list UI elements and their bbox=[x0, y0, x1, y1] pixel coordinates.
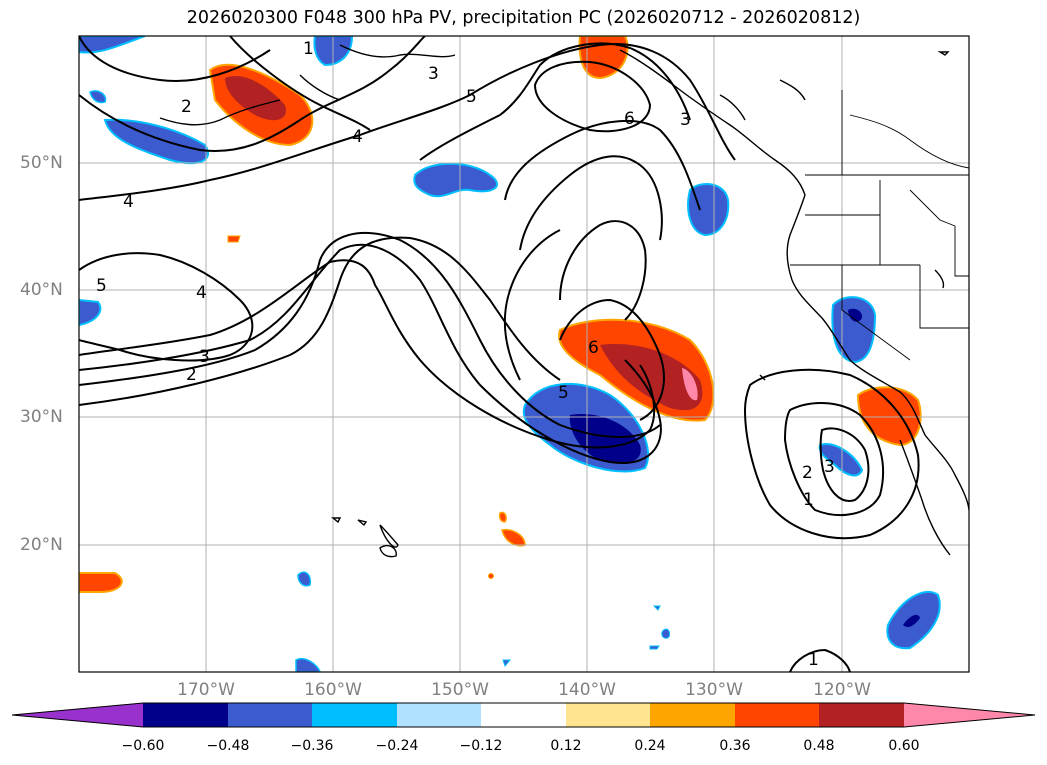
map-frame bbox=[78, 35, 970, 673]
lat-label-20n: 20°N bbox=[20, 535, 63, 555]
colorbar-tick-label: 0.60 bbox=[888, 738, 920, 754]
lon-label-130w: 130°W bbox=[685, 680, 743, 700]
contour-labels: 2 4 5 4 3 2 1 3 5 6 3 4 6 5 2 3 1 1 bbox=[96, 39, 835, 670]
contour-label: 1 bbox=[303, 39, 314, 59]
colorbar-tick-label: −0.24 bbox=[375, 738, 419, 754]
lat-label-50n: 50°N bbox=[20, 153, 63, 173]
colorbar bbox=[11, 702, 1036, 728]
colorbar-tick-label: −0.12 bbox=[459, 738, 503, 754]
pv-contours bbox=[79, 36, 920, 672]
contour-label: 3 bbox=[680, 110, 691, 130]
colorbar-tick-label: −0.48 bbox=[206, 738, 250, 754]
coastlines bbox=[159, 44, 969, 558]
contour-label: 1 bbox=[803, 490, 814, 510]
colorbar-tick-label: −0.36 bbox=[290, 738, 334, 754]
lon-label-170w: 170°W bbox=[177, 680, 235, 700]
colorbar-tick-label: −0.60 bbox=[121, 738, 165, 754]
lat-label-30n: 30°N bbox=[20, 407, 63, 427]
contour-label: 3 bbox=[824, 457, 835, 477]
contour-label: 6 bbox=[588, 338, 599, 358]
lat-label-40n: 40°N bbox=[20, 280, 63, 300]
colorbar-tick-label: 0.12 bbox=[550, 738, 582, 754]
contour-label: 2 bbox=[186, 365, 197, 385]
contour-label: 4 bbox=[196, 283, 207, 303]
contour-label: 2 bbox=[181, 97, 192, 117]
lon-label-150w: 150°W bbox=[431, 680, 489, 700]
contour-label: 3 bbox=[199, 347, 210, 367]
lon-label-120w: 120°W bbox=[813, 680, 871, 700]
lon-label-140w: 140°W bbox=[558, 680, 616, 700]
lon-label-160w: 160°W bbox=[304, 680, 362, 700]
contour-label: 3 bbox=[428, 64, 439, 84]
contour-label: 5 bbox=[466, 87, 477, 107]
state-borders bbox=[790, 90, 969, 361]
graticule bbox=[79, 36, 969, 672]
contour-label: 2 bbox=[802, 463, 813, 483]
contour-label: 4 bbox=[352, 127, 363, 147]
colorbar-tick-label: 0.48 bbox=[803, 738, 835, 754]
colorbar-extend-high bbox=[904, 703, 1035, 727]
contour-label: 5 bbox=[558, 383, 569, 403]
colorbar-tick-label: 0.24 bbox=[634, 738, 666, 754]
colorbar-extend-low bbox=[12, 703, 143, 727]
contour-label: 5 bbox=[96, 276, 107, 296]
plot-title: 2026020300 F048 300 hPa PV, precipitatio… bbox=[186, 8, 861, 28]
contour-label: 1 bbox=[808, 650, 819, 670]
colorbar-tick-label: 0.36 bbox=[719, 738, 751, 754]
contour-label: 4 bbox=[123, 192, 134, 212]
contour-label: 6 bbox=[624, 109, 635, 129]
